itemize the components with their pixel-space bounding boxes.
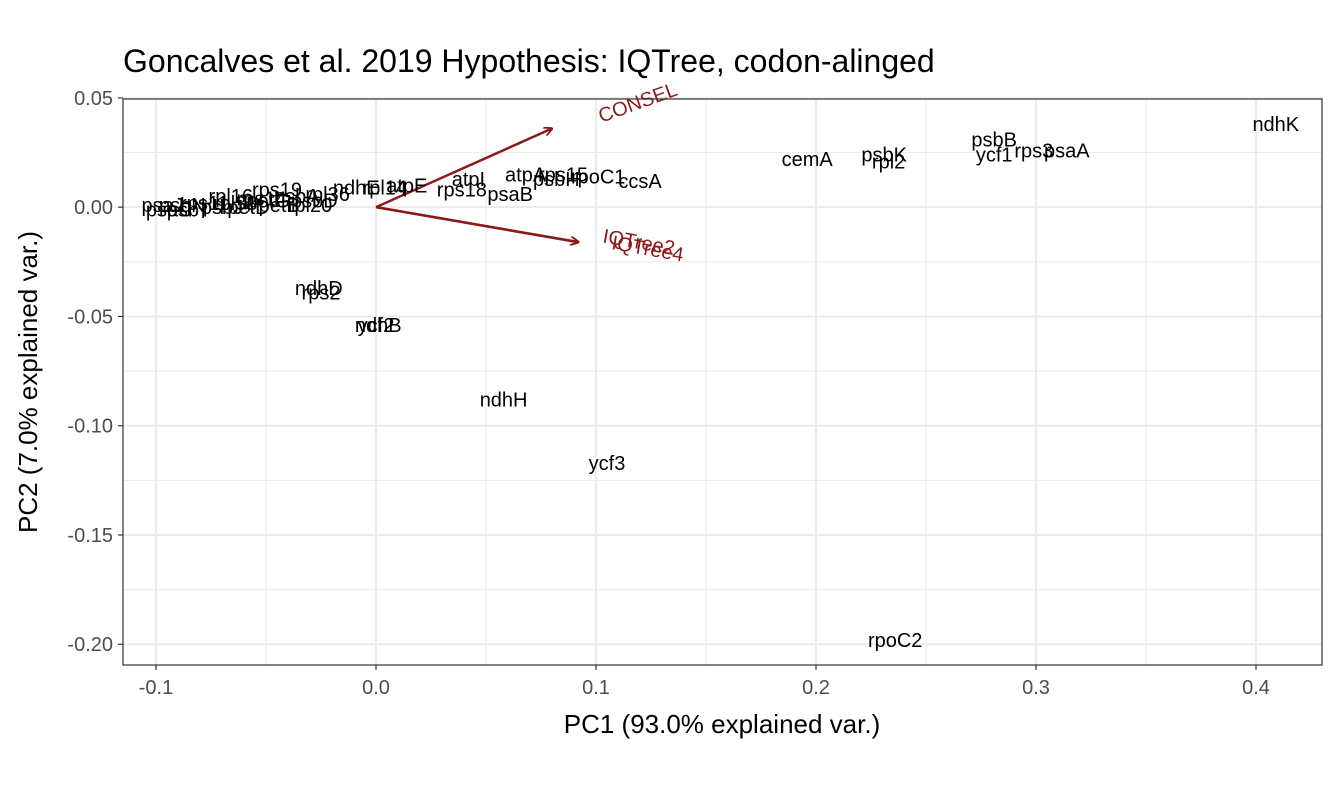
gene-label: ndhK <box>1252 114 1299 136</box>
gene-label: rps19 <box>252 180 302 202</box>
y-tick-label: -0.20 <box>67 634 113 656</box>
gene-label: rpl2 <box>872 151 905 173</box>
gene-label: petB <box>259 195 300 217</box>
gene-label: atpE <box>386 175 427 197</box>
y-tick-label: -0.10 <box>67 416 113 438</box>
gene-label: petD <box>227 197 269 219</box>
y-axis-title: PC2 (7.0% explained var.) <box>13 231 43 533</box>
gene-label: ccsA <box>618 171 662 193</box>
x-tick-label: 0.1 <box>582 677 610 699</box>
gene-label: rpoC1 <box>571 167 625 189</box>
gene-label: rpl20 <box>288 195 332 217</box>
gene-label: rpl16 <box>209 186 253 208</box>
gene-label: psbB <box>971 129 1017 151</box>
loading-arrow <box>375 129 552 209</box>
y-axis-ticks: 0.05 0.00 -0.05 -0.10 -0.15 -0.20 <box>67 88 123 656</box>
gene-label: psbT <box>167 199 211 221</box>
gene-label: ycf3 <box>589 453 626 475</box>
x-tick-label: 0.0 <box>362 677 390 699</box>
y-tick-label: 0.00 <box>74 197 113 219</box>
panel-border <box>122 98 1323 666</box>
gene-label: rps14 <box>237 188 287 210</box>
grid-lines <box>123 96 1322 665</box>
gene-label: psbA <box>274 186 320 208</box>
y-tick-label: -0.05 <box>67 306 113 328</box>
y-tick-label: 0.05 <box>74 88 113 110</box>
chart-title: Goncalves et al. 2019 Hypothesis: IQTree… <box>123 43 935 79</box>
gene-label: cemA <box>782 149 834 171</box>
gene-label: ndhE <box>333 178 380 200</box>
gene-label: rpl36 <box>305 184 349 206</box>
gene-label: psaJ <box>141 195 183 217</box>
gene-label: atpA <box>505 164 547 186</box>
gene-label: rps18 <box>437 180 487 202</box>
x-axis-title: PC1 (93.0% explained var.) <box>564 709 881 739</box>
gene-label: psaA <box>1044 140 1090 162</box>
gene-label: ycf2 <box>358 315 395 337</box>
y-tick-label: -0.15 <box>67 525 113 547</box>
loading-arrow <box>375 205 578 242</box>
gene-label: rpoC2 <box>868 630 922 652</box>
gene-label: ycf1 <box>976 145 1013 167</box>
gene-label: psbN <box>159 195 206 217</box>
gene-label: rpl33 <box>213 193 257 215</box>
gene-label: ndhD <box>295 278 343 300</box>
gene-label: ndhB <box>355 315 402 337</box>
arrow-label: CONSEL <box>596 79 681 128</box>
gene-label: psbJ <box>201 197 243 219</box>
x-tick-label: 0.4 <box>1242 677 1270 699</box>
x-axis-ticks: -0.1 0.0 0.1 0.2 0.3 0.4 <box>139 665 1270 699</box>
gene-label: atpI <box>452 169 485 191</box>
x-tick-label: 0.2 <box>802 677 830 699</box>
gene-labels: ndhKpsbBrps3psaAycf1psbKrpl2cemAccsArpoC… <box>141 114 1299 652</box>
gene-label: rps2 <box>302 282 341 304</box>
gene-label: rps11 <box>180 193 229 215</box>
x-tick-label: 0.3 <box>1022 677 1050 699</box>
gene-label: psbD <box>291 191 338 213</box>
gene-label: ndhH <box>480 389 528 411</box>
gene-label: rpl14 <box>363 178 407 200</box>
gene-label: psaB <box>487 184 533 206</box>
gene-label: psbK <box>861 145 907 167</box>
x-tick-label: -0.1 <box>139 677 173 699</box>
gene-label: petG <box>247 191 290 213</box>
gene-label: rps3 <box>1014 140 1053 162</box>
gene-label: rps15 <box>538 164 588 186</box>
gene-label: psaC <box>146 199 193 221</box>
gene-label: psbH <box>533 169 580 191</box>
